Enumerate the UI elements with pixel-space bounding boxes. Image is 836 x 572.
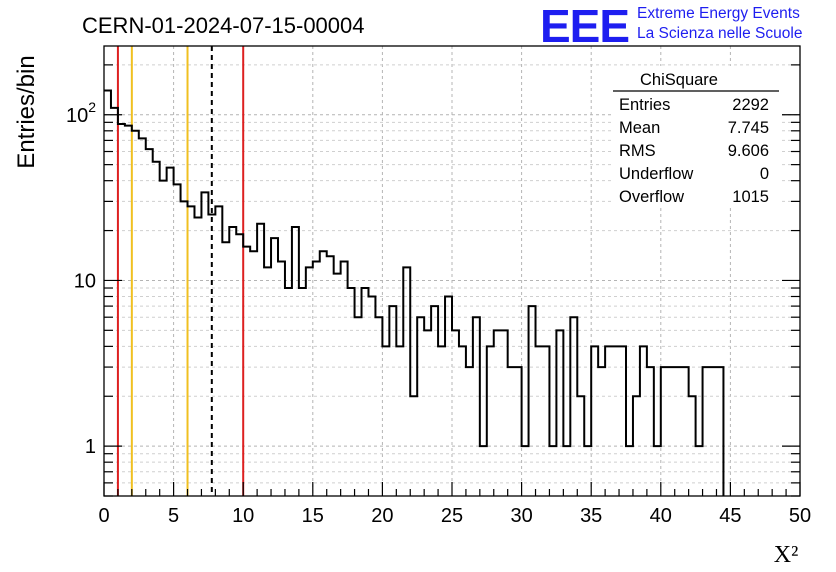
y-tick-label: 10 [74, 270, 96, 292]
y-tick-label: 102 [66, 99, 96, 127]
x-tick-label: 25 [441, 505, 463, 527]
page-title: CERN-01-2024-07-15-00004 [82, 13, 365, 38]
org-name-line1: Extreme Energy Events [637, 5, 800, 22]
histogram-outline [104, 89, 725, 496]
axis-ticks [103, 64, 801, 497]
y-axis-title: Entries/bin [13, 55, 40, 168]
x-axis-title: X² [774, 542, 799, 568]
x-tick-label: 0 [98, 505, 109, 527]
x-tick-label: 20 [371, 505, 393, 527]
histogram-series [104, 89, 725, 496]
eee-logo: EEE [540, 0, 629, 52]
stats-value: 7.745 [728, 119, 769, 137]
x-tick-label: 50 [789, 505, 811, 527]
stats-label: Entries [619, 96, 670, 114]
x-tick-label: 30 [510, 505, 532, 527]
y-tick-labels: 1 10 102 [66, 99, 96, 458]
x-tick-labels: 0 5 10 15 20 25 30 35 40 45 50 [98, 505, 811, 527]
x-tick-label: 15 [302, 505, 324, 527]
x-tick-label: 40 [650, 505, 672, 527]
stats-value: 2292 [732, 96, 769, 114]
x-tick-label: 5 [168, 505, 179, 527]
x-tick-label: 35 [580, 505, 602, 527]
org-name-line2: La Scienza nelle Scuole [637, 25, 802, 42]
stats-label: RMS [619, 142, 656, 160]
stats-label: Mean [619, 119, 660, 137]
y-tick-label: 1 [85, 436, 96, 458]
stats-box: ChiSquare Entries 2292 Mean 7.745 RMS 9.606 Un… [613, 66, 779, 206]
stats-box-title: ChiSquare [640, 71, 718, 89]
reference-lines [116, 46, 245, 496]
stats-value: 0 [760, 165, 769, 183]
stats-value: 1015 [732, 188, 769, 206]
stats-label: Overflow [619, 188, 684, 206]
stats-value: 9.606 [728, 142, 769, 160]
stats-label: Underflow [619, 165, 693, 183]
x-tick-label: 45 [719, 505, 741, 527]
x-tick-label: 10 [232, 505, 254, 527]
